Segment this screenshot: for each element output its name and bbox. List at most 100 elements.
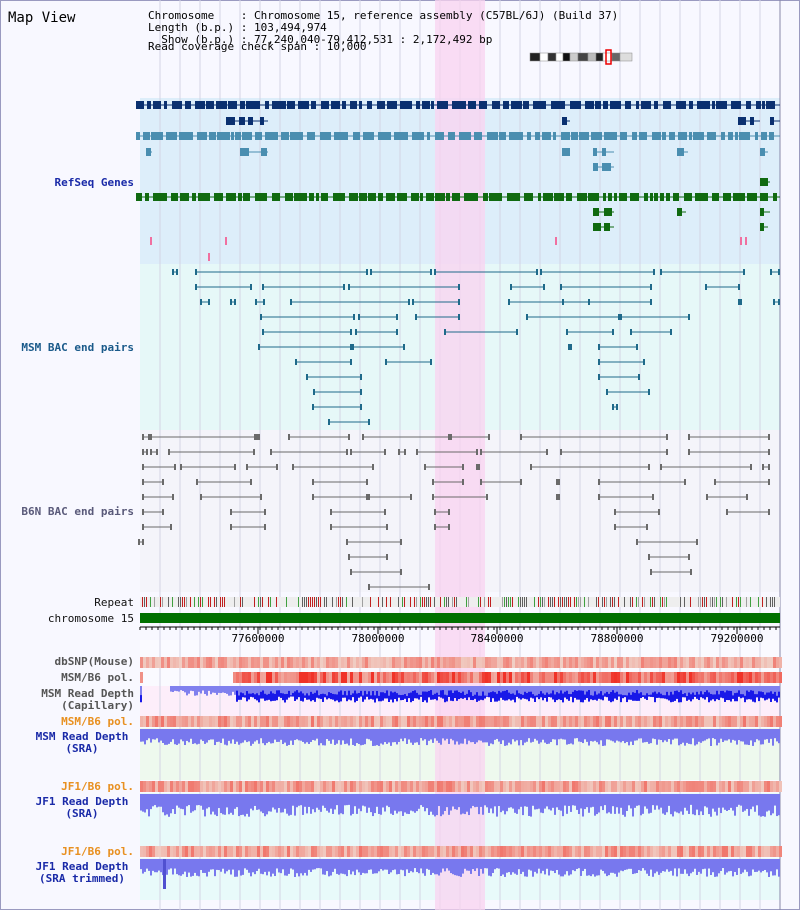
read-depth-bar bbox=[464, 686, 466, 695]
read-depth-bar bbox=[676, 686, 678, 699]
polymorphism-cell bbox=[503, 781, 506, 792]
polymorphism-cell bbox=[161, 657, 164, 668]
read-depth-bar bbox=[288, 729, 290, 745]
read-depth-bar bbox=[452, 686, 454, 702]
read-depth-bar bbox=[310, 686, 312, 692]
track-label-msm-bac[interactable]: MSM BAC end pairs bbox=[21, 341, 134, 354]
repeat-mark bbox=[638, 597, 639, 607]
track-label-refseq[interactable]: RefSeq Genes bbox=[54, 176, 134, 189]
read-depth-bar bbox=[686, 859, 688, 874]
polymorphism-cell bbox=[338, 672, 341, 683]
polymorphism-cell bbox=[533, 716, 536, 727]
read-depth-bar bbox=[564, 729, 566, 740]
read-depth-bar bbox=[368, 729, 370, 740]
gene-exon bbox=[228, 101, 237, 109]
polymorphism-cell bbox=[470, 846, 473, 857]
bac-end-right bbox=[650, 299, 652, 305]
repeat-mark bbox=[202, 597, 203, 607]
polymorphism-cell bbox=[701, 657, 704, 668]
read-depth-bar bbox=[286, 794, 288, 814]
read-depth-bar bbox=[386, 686, 388, 691]
read-depth-bar bbox=[240, 686, 242, 700]
polymorphism-cell bbox=[599, 846, 602, 857]
read-depth-bar bbox=[248, 686, 250, 694]
polymorphism-cell bbox=[206, 781, 209, 792]
read-depth-bar bbox=[202, 859, 204, 873]
read-depth-bar bbox=[422, 686, 424, 692]
repeat-track-bg bbox=[140, 597, 780, 607]
polymorphism-cell bbox=[512, 672, 515, 683]
read-depth-bar bbox=[516, 686, 518, 697]
refseq-pink-mark bbox=[208, 253, 210, 261]
read-depth-bar bbox=[376, 859, 378, 874]
polymorphism-cell bbox=[398, 781, 401, 792]
polymorphism-cell bbox=[512, 657, 515, 668]
read-depth-bar bbox=[244, 729, 246, 741]
bac-end-left bbox=[313, 389, 315, 395]
read-depth-bar bbox=[288, 794, 290, 816]
polymorphism-cell bbox=[572, 672, 575, 683]
read-depth-bar bbox=[484, 686, 486, 696]
repeat-mark bbox=[144, 597, 145, 607]
polymorphism-cell bbox=[287, 846, 290, 857]
polymorphism-cell bbox=[428, 781, 431, 792]
polymorphism-cell bbox=[461, 672, 464, 683]
read-depth-bar bbox=[710, 794, 712, 817]
bac-end-right bbox=[666, 434, 668, 440]
read-depth-bar bbox=[528, 686, 530, 702]
polymorphism-cell bbox=[206, 716, 209, 727]
polymorphism-cell bbox=[482, 716, 485, 727]
polymorphism-cell bbox=[650, 657, 653, 668]
read-depth-bar bbox=[486, 794, 488, 808]
read-depth-bar bbox=[686, 729, 688, 743]
read-depth-bar bbox=[748, 686, 750, 700]
read-depth-bar bbox=[296, 686, 298, 700]
read-depth-bar bbox=[676, 859, 678, 877]
read-depth-bar bbox=[324, 794, 326, 808]
read-depth-bar bbox=[462, 794, 464, 814]
polymorphism-cell bbox=[674, 781, 677, 792]
read-depth-bar bbox=[706, 686, 708, 691]
bac-end-right bbox=[536, 269, 538, 275]
polymorphism-cell bbox=[569, 672, 572, 683]
read-depth-bar bbox=[342, 686, 344, 695]
read-depth-bar bbox=[696, 794, 698, 810]
gene-exon bbox=[604, 223, 610, 231]
read-depth-bar bbox=[294, 859, 296, 877]
read-depth-bar bbox=[740, 686, 742, 695]
read-depth-bar bbox=[554, 794, 556, 815]
read-depth-bar bbox=[480, 859, 482, 869]
bac-end-right bbox=[263, 299, 265, 305]
read-depth-bar bbox=[416, 859, 418, 873]
read-depth-bar bbox=[240, 686, 242, 693]
polymorphism-cell bbox=[278, 657, 281, 668]
polymorphism-cell bbox=[326, 781, 329, 792]
polymorphism-cell bbox=[434, 846, 437, 857]
polymorphism-cell bbox=[302, 846, 305, 857]
read-depth-bar bbox=[258, 686, 260, 696]
bac-end-left bbox=[606, 389, 608, 395]
read-depth-bar bbox=[312, 859, 314, 870]
read-depth-bar bbox=[648, 686, 650, 695]
read-depth-bar bbox=[734, 729, 736, 741]
polymorphism-cell bbox=[677, 716, 680, 727]
gene-exon bbox=[604, 132, 617, 140]
polymorphism-cell bbox=[554, 781, 557, 792]
read-depth-bar bbox=[750, 729, 752, 741]
polymorphism-cell bbox=[548, 657, 551, 668]
repeat-mark bbox=[612, 597, 613, 607]
read-depth-bar bbox=[558, 686, 560, 694]
polymorphism-cell bbox=[755, 781, 758, 792]
bac-end-left bbox=[350, 449, 352, 455]
repeat-mark bbox=[342, 597, 343, 607]
gene-exon bbox=[689, 132, 692, 140]
bac-end-left bbox=[142, 464, 144, 470]
repeat-mark bbox=[570, 597, 571, 607]
polymorphism-cell bbox=[434, 716, 437, 727]
polymorphism-cell bbox=[326, 672, 329, 683]
polymorphism-cell bbox=[521, 716, 524, 727]
bac-end-right bbox=[174, 464, 176, 470]
track-label-b6n-bac[interactable]: B6N BAC end pairs bbox=[21, 505, 134, 518]
read-depth-bar bbox=[670, 794, 672, 815]
